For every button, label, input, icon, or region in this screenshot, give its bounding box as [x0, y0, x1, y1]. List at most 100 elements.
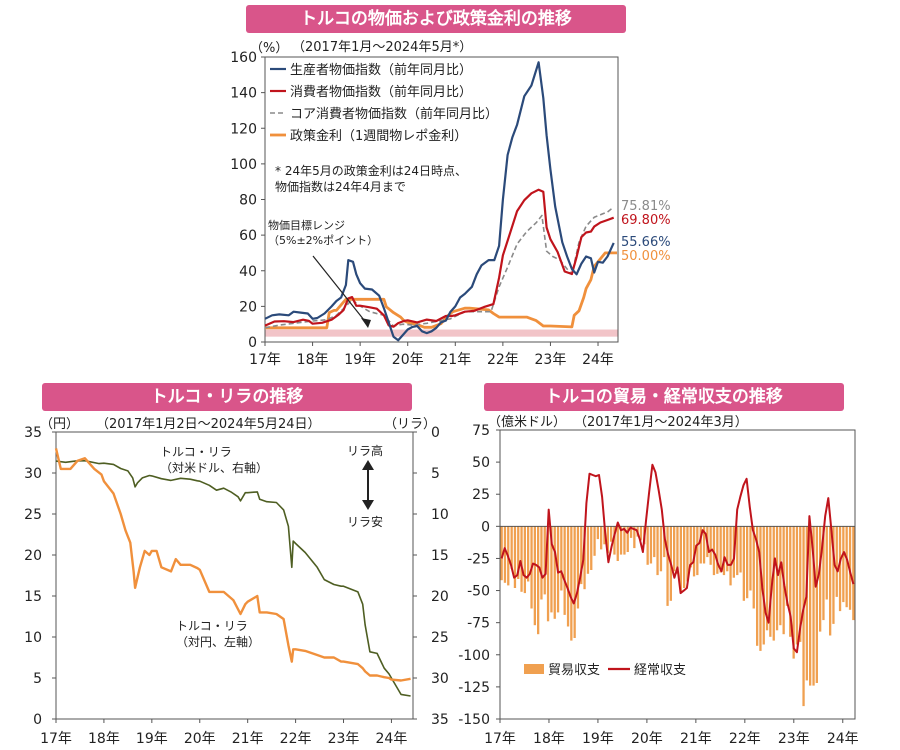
- y-tick-label: 100: [230, 157, 257, 173]
- y-right-label: （リラ）: [384, 417, 436, 432]
- x-tick-label: 24年: [827, 731, 859, 747]
- trade-bar: [520, 526, 523, 592]
- series-line-ppi: [264, 61, 615, 342]
- y-axis-label: （億米ドル）: [488, 414, 566, 430]
- arrow-up-label: リラ高: [347, 443, 383, 458]
- trade-bar: [775, 526, 779, 631]
- footnote: * 24年5月の政策金利は24日時点、: [275, 163, 467, 178]
- trade-bar: [729, 526, 732, 586]
- trade-bar: [633, 526, 636, 549]
- trade-bar: [829, 526, 832, 636]
- trade-bar: [749, 526, 752, 591]
- balance-panel: トルコの貿易・経常収支の推移 （億米ドル） （2017年1月～2024年3月） -1…: [450, 380, 900, 750]
- y-axis-label: （%）: [250, 41, 288, 56]
- trade-bar: [566, 526, 570, 627]
- trade-bar: [606, 526, 609, 554]
- series-line-lira_usd: [55, 459, 411, 697]
- y-tick-label: 20: [239, 299, 257, 315]
- x-tick-label: 19年: [136, 731, 168, 747]
- balance-chart: （億米ドル） （2017年1月～2024年3月） -150 -125 -100 -75 -5…: [458, 414, 859, 747]
- trade-bar: [619, 526, 623, 555]
- legend-swatch-trade: [524, 664, 544, 674]
- x-tick-label: 20年: [184, 731, 216, 747]
- series-line-cpi: [264, 188, 615, 328]
- x-tick-label: 18年: [533, 731, 565, 747]
- y-tick-label: -50: [467, 584, 490, 600]
- x-tick-label: 18年: [88, 731, 120, 747]
- y-right-tick-label: 20: [431, 589, 449, 605]
- trade-bar: [610, 526, 613, 542]
- trade-bar: [686, 526, 689, 582]
- band-arrow: [312, 255, 369, 326]
- arrow-up-head: [362, 460, 374, 470]
- trade-bar: [580, 526, 583, 585]
- plot-frame: [55, 431, 414, 720]
- trade-bar: [785, 526, 789, 606]
- y-right-tick-label: 25: [431, 630, 449, 646]
- y-right-tick-label: 10: [431, 507, 449, 523]
- y-tick-label: 75: [472, 423, 490, 439]
- chart-subtitle: （2017年1月～2024年5月*）: [292, 40, 472, 55]
- trade-bar: [629, 526, 633, 538]
- x-tick-label: 24年: [376, 731, 408, 747]
- plot-frame: [499, 429, 856, 720]
- trade-bar: [709, 526, 712, 565]
- y-left-tick-label: 20: [24, 548, 42, 564]
- y-tick-label: 80: [239, 193, 257, 209]
- x-tick-label: 20年: [392, 352, 424, 368]
- series-label-lira-jpy: （対円、左軸）: [176, 634, 260, 649]
- footnote: 物価指数は24年4月まで: [275, 179, 406, 194]
- trade-bar: [537, 526, 540, 635]
- trade-bar: [563, 526, 566, 615]
- x-tick-label: 22年: [280, 731, 312, 747]
- legend-label-trade: 貿易収支: [548, 663, 600, 678]
- trade-bar: [659, 526, 663, 572]
- trade-bar: [646, 526, 649, 565]
- trade-bar: [656, 526, 659, 576]
- trade-bar: [653, 526, 656, 558]
- trade-bar: [716, 526, 719, 574]
- y-tick-label: 50: [472, 455, 490, 471]
- band-label: （5%±2%ポイント）: [268, 234, 378, 247]
- legend-label-current: 経常収支: [634, 663, 686, 678]
- y-right-tick-label: 30: [431, 671, 449, 687]
- y-right-tick-label: 5: [431, 466, 440, 482]
- x-tick-label: 22年: [487, 352, 519, 368]
- trade-bar: [789, 526, 792, 637]
- trade-bar: [752, 526, 755, 609]
- trade-bar: [623, 526, 626, 555]
- trade-bar: [523, 526, 526, 594]
- trade-bar: [510, 526, 513, 569]
- trade-bar: [649, 526, 653, 564]
- trade-bar: [583, 526, 586, 590]
- trade-bar: [835, 526, 838, 597]
- trade-bar: [679, 526, 682, 592]
- trade-bar: [517, 526, 520, 579]
- y-right-tick-label: 0: [431, 425, 440, 441]
- trade-bar: [573, 526, 576, 638]
- y-tick-label: 160: [230, 50, 257, 66]
- y-left-tick-label: 30: [24, 466, 42, 482]
- trade-bar: [765, 526, 769, 631]
- current-account-line: [500, 463, 855, 654]
- trade-bar: [756, 526, 759, 646]
- trade-bar: [503, 526, 507, 583]
- trade-bar: [832, 526, 835, 624]
- end-label: 55.66%: [621, 235, 671, 250]
- trade-bar: [586, 526, 590, 574]
- y-left-tick-label: 25: [24, 507, 42, 523]
- inflation-chart-title: トルコの物価および政策金利の推移: [246, 5, 626, 33]
- y-tick-label: -100: [458, 648, 490, 664]
- y-right-tick-label: 35: [431, 712, 449, 728]
- series-label-lira-usd: トルコ・リラ: [160, 445, 232, 459]
- x-tick-label: 23年: [778, 731, 810, 747]
- x-tick-label: 19年: [344, 352, 376, 368]
- y-tick-label: -75: [467, 616, 490, 632]
- series-line-lira_jpy: [54, 448, 411, 682]
- trade-bar: [815, 526, 818, 683]
- legend-label-core: コア消費者物価指数（前年同月比）: [290, 106, 498, 122]
- trade-bar: [825, 526, 828, 600]
- trade-bar: [600, 526, 603, 550]
- x-tick-label: 24年: [582, 352, 614, 368]
- trade-bar: [795, 526, 799, 645]
